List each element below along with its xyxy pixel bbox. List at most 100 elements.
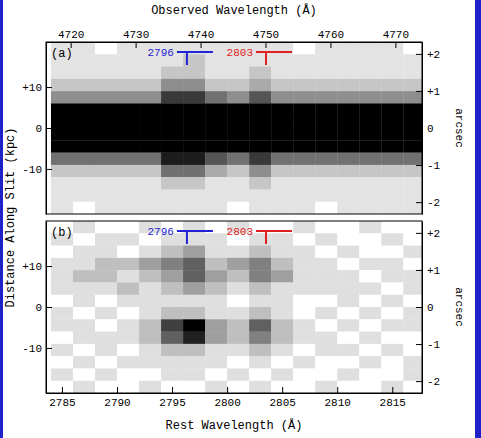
heatmap-cell <box>293 246 315 259</box>
heatmap-cell <box>249 202 271 214</box>
heatmap-cell <box>183 307 205 320</box>
heatmap-cell <box>315 246 337 259</box>
heatmap-cell <box>51 319 73 332</box>
heatmap-cell <box>51 307 73 320</box>
heatmap-cell <box>51 202 73 214</box>
heatmap-cell <box>205 332 227 345</box>
heatmap-cell <box>205 116 227 129</box>
heatmap-cell <box>73 307 95 320</box>
heatmap-cell <box>381 258 403 271</box>
heatmap-cell <box>183 91 205 104</box>
heatmap-cell <box>73 103 95 116</box>
heatmap-cell <box>73 189 95 202</box>
heatmap-cell <box>381 189 403 202</box>
heatmap-cell <box>249 165 271 178</box>
heatmap-cell <box>315 153 337 166</box>
y-axis-tick-mark <box>46 307 52 308</box>
heatmap-cell <box>227 258 249 271</box>
heatmap-cell <box>403 295 422 308</box>
heatmap-cell <box>293 42 315 55</box>
heatmap-cell <box>51 91 73 104</box>
heatmap-cell <box>381 246 403 259</box>
heatmap-cell <box>337 282 359 295</box>
heatmap-cell <box>73 319 95 332</box>
heatmap-cell <box>227 202 249 214</box>
heatmap-cell <box>315 307 337 320</box>
heatmap-cell <box>359 177 381 190</box>
heatmap-cell <box>161 116 183 129</box>
heatmap-cell <box>205 295 227 308</box>
y-axis-tick: -10 <box>22 164 52 176</box>
heatmap-cell <box>359 233 381 246</box>
x-axis-tick-label: 2815 <box>380 397 406 409</box>
heatmap-cell <box>117 202 139 214</box>
heatmap-cell <box>271 233 293 246</box>
heatmap-cell <box>249 307 271 320</box>
y-axis-tick-label: -10 <box>22 164 42 176</box>
heatmap-cell <box>315 54 337 67</box>
heatmap-cell <box>359 202 381 214</box>
heatmap-cell <box>95 54 117 67</box>
heatmap-cell <box>271 103 293 116</box>
heatmap-cell <box>183 202 205 214</box>
y2-axis-tick: -1 <box>416 160 441 172</box>
heatmap-cell <box>315 368 337 381</box>
heatmap-cell <box>183 258 205 271</box>
heatmap-cell <box>403 116 422 129</box>
heatmap-cell <box>139 67 161 80</box>
heatmap-cell <box>73 42 95 55</box>
heatmap-cell <box>117 282 139 295</box>
heatmap-cell <box>95 116 117 129</box>
heatmap-cell <box>403 42 422 55</box>
x-axis-tick-label: 2800 <box>214 397 240 409</box>
heatmap-cell <box>293 140 315 153</box>
heatmap-cell <box>95 307 117 320</box>
heatmap-cell <box>117 233 139 246</box>
heatmap-cell <box>161 153 183 166</box>
x-axis-tick-label: 2790 <box>104 397 130 409</box>
heatmap-cell <box>381 79 403 92</box>
heatmap-cell <box>95 67 117 80</box>
heatmap-cell <box>249 282 271 295</box>
heatmap-cell <box>51 258 73 271</box>
heatmap-cell <box>73 79 95 92</box>
heatmap-cell <box>381 67 403 80</box>
heatmap-cell <box>381 54 403 67</box>
heatmap-cell <box>249 332 271 345</box>
x2-axis-tick-label: 4760 <box>318 29 344 41</box>
heatmap-cell <box>359 282 381 295</box>
heatmap-cell <box>249 153 271 166</box>
heatmap-cell <box>337 270 359 283</box>
heatmap-cell <box>139 381 161 393</box>
heatmap-cell <box>227 103 249 116</box>
heatmap-cell <box>403 54 422 67</box>
heatmap-cell <box>183 295 205 308</box>
heatmap-cell <box>227 282 249 295</box>
x2-axis-line <box>47 42 423 43</box>
heatmap-cell <box>205 54 227 67</box>
line-marker: 2803 <box>227 47 292 65</box>
heatmap-cell <box>381 202 403 214</box>
x-axis-tick: 2810 <box>325 387 351 409</box>
heatmap-cell <box>73 221 95 234</box>
heatmap-cell <box>227 91 249 104</box>
heatmap-cell <box>139 368 161 381</box>
x-axis-tick: 2790 <box>104 387 130 409</box>
heatmap-cell <box>403 282 422 295</box>
heatmap-cell <box>403 246 422 259</box>
heatmap-cell <box>227 295 249 308</box>
heatmap-cell <box>315 116 337 129</box>
heatmap-cell <box>95 319 117 332</box>
heatmap-cell <box>271 189 293 202</box>
heatmap-cell <box>359 79 381 92</box>
heatmap-cell <box>139 356 161 369</box>
line-marker-label: 2803 <box>227 47 253 59</box>
heatmap-cell <box>51 270 73 283</box>
heatmap-cell <box>403 221 422 234</box>
heatmap-cell <box>403 381 422 393</box>
heatmap-cell <box>403 103 422 116</box>
x2-axis-tick: 4760 <box>318 29 344 48</box>
heatmap-cell <box>315 332 337 345</box>
heatmap-cell <box>403 91 422 104</box>
heatmap-cell <box>337 54 359 67</box>
